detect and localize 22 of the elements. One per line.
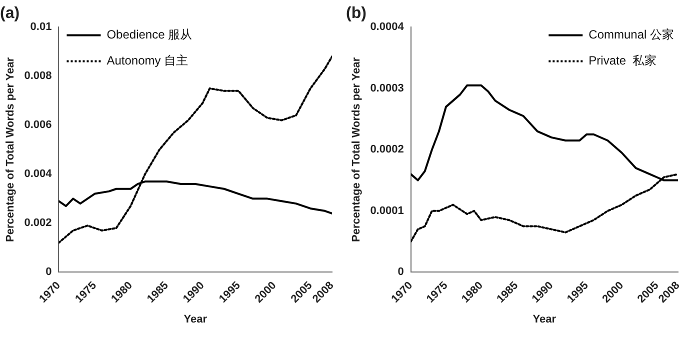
- x-axis-title: Year: [532, 313, 557, 326]
- y-tick-label: 0.008: [24, 70, 52, 82]
- legend-label: Autonomy 自主: [106, 54, 188, 68]
- y-tick-label: 0.0001: [370, 204, 404, 217]
- y-tick-label: 0.006: [24, 119, 52, 132]
- y-axis-title: Percentage of Total Words per Year: [4, 56, 17, 242]
- y-tick-label: 0: [398, 266, 404, 278]
- legend-label: Private 私家: [588, 54, 657, 68]
- legend-label: Communal 公家: [588, 28, 674, 42]
- chart-title: (b): [346, 5, 366, 22]
- legend-label: Obedience 服从: [106, 28, 192, 42]
- y-tick-label: 0.002: [24, 217, 52, 230]
- x-axis-title: Year: [184, 313, 208, 326]
- y-axis-title: Percentage of Total Words per Year: [350, 56, 363, 242]
- y-tick-label: 0.0002: [370, 144, 404, 156]
- y-tick-label: 0: [46, 266, 52, 278]
- chart-title: (a): [0, 5, 20, 22]
- y-tick-label: 0.0003: [370, 82, 404, 94]
- line-series: [58, 56, 332, 244]
- y-tick-label: 0.004: [24, 168, 53, 180]
- y-tick-label: 0.0004: [370, 21, 405, 34]
- y-tick-label: 0.01: [30, 21, 52, 34]
